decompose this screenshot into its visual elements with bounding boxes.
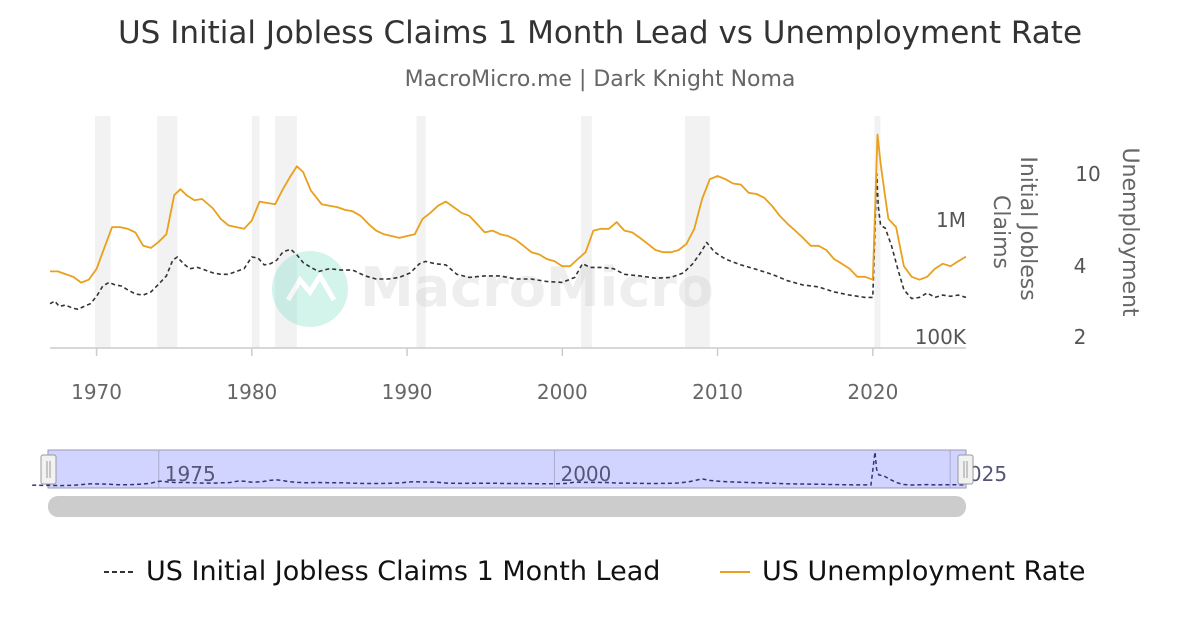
recession-band — [874, 116, 881, 348]
x-tick-label: 2010 — [692, 380, 743, 404]
chart-title: US Initial Jobless Claims 1 Month Lead v… — [118, 15, 1082, 51]
recession-band — [95, 116, 111, 348]
navigator[interactable]: 1975 2000 2025 — [32, 449, 1007, 517]
legend-item-claims[interactable]: US Initial Jobless Claims 1 Month Lead — [104, 556, 660, 587]
recession-band — [416, 116, 426, 348]
y-axis-claims: 1M 100K Initial Jobless Claims — [915, 156, 1040, 349]
recession-band — [684, 116, 710, 348]
y-tick-unemp-4: 4 — [1074, 254, 1087, 278]
legend-label-claims: US Initial Jobless Claims 1 Month Lead — [146, 556, 660, 587]
navigator-selection[interactable] — [47, 449, 967, 489]
x-tick-label: 1980 — [226, 380, 277, 404]
navigator-right-handle[interactable] — [957, 454, 974, 485]
x-tick-label: 2020 — [847, 380, 898, 404]
watermark: MacroMicro — [272, 251, 714, 327]
y-axis-title-claims: Initial Jobless Claims — [988, 156, 1040, 307]
chart-subtitle: MacroMicro.me | Dark Knight Noma — [405, 67, 796, 92]
watermark-text: MacroMicro — [360, 256, 714, 319]
navigator-left-handle[interactable] — [40, 454, 57, 485]
legend: US Initial Jobless Claims 1 Month Lead U… — [104, 556, 1086, 587]
series-layer — [49, 133, 967, 311]
x-tick-label: 1970 — [71, 380, 122, 404]
navigator-scrollbar[interactable] — [48, 496, 966, 517]
y-tick-claims-100k: 100K — [915, 325, 967, 349]
series-line-unemployment — [50, 133, 967, 284]
x-tick-label: 1990 — [382, 380, 433, 404]
series-line-claims — [49, 173, 967, 311]
y-axis-unemployment: 10 4 2 Unemployment — [1074, 147, 1142, 349]
x-axis-ticks: 1970 1980 1990 2000 2010 2020 — [71, 348, 898, 404]
legend-label-unemployment: US Unemployment Rate — [762, 556, 1086, 587]
recession-band — [580, 116, 592, 348]
x-tick-label: 2000 — [537, 380, 588, 404]
legend-item-unemployment[interactable]: US Unemployment Rate — [720, 556, 1086, 587]
y-tick-claims-1m: 1M — [936, 208, 966, 232]
y-axis-title-unemployment: Unemployment — [1117, 147, 1142, 316]
y-tick-unemp-2: 2 — [1074, 325, 1087, 349]
recession-band — [251, 116, 260, 348]
y-tick-unemp-10: 10 — [1075, 162, 1100, 186]
navigator-series-line — [32, 451, 967, 487]
